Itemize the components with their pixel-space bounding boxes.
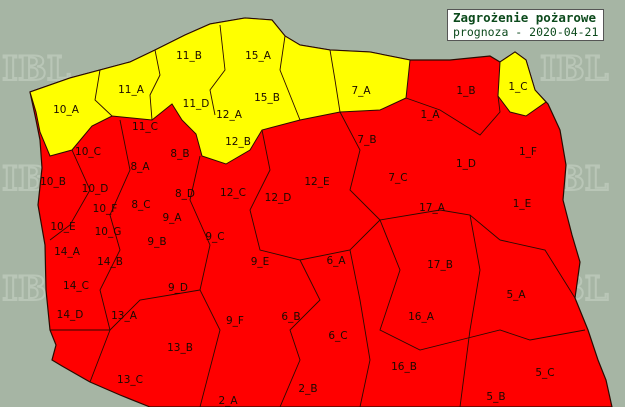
region-label-17-a: 17_A bbox=[419, 202, 446, 214]
region-label-6-c: 6_C bbox=[328, 330, 347, 342]
region-label-8-c: 8_C bbox=[131, 199, 150, 211]
region-label-9-b: 9_B bbox=[147, 236, 166, 248]
internal-borders bbox=[49, 24, 586, 407]
region-label-10-f: 10_F bbox=[93, 203, 118, 215]
region-label-9-d: 9_D bbox=[168, 282, 188, 294]
region-label-8-b: 8_B bbox=[170, 148, 189, 160]
region-label-14-d: 14_D bbox=[57, 309, 84, 321]
region-label-13-b: 13_B bbox=[167, 342, 193, 354]
region-label-1-f: 1_F bbox=[519, 146, 537, 158]
region-label-1-d: 1_D bbox=[456, 158, 476, 170]
region-label-11-d: 11_D bbox=[183, 98, 210, 110]
region-label-9-c: 9_C bbox=[205, 231, 224, 243]
region-label-10-b: 10_B bbox=[40, 176, 66, 188]
region-label-12-a: 12_A bbox=[216, 109, 243, 121]
svg-text:IBL: IBL bbox=[540, 49, 609, 89]
region-label-15-a: 15_A bbox=[245, 50, 272, 62]
region-label-9-f: 9_F bbox=[226, 315, 244, 327]
region-label-13-c: 13_C bbox=[117, 374, 143, 386]
region-label-9-a: 9_A bbox=[162, 212, 182, 224]
region-label-10-c: 10_C bbox=[75, 146, 101, 158]
region-label-16-b: 16_B bbox=[391, 361, 417, 373]
region-label-8-d: 8_D bbox=[175, 188, 195, 200]
legend-box: Zagrożenie pożarowe prognoza - 2020-04-2… bbox=[447, 9, 605, 41]
region-label-10-a: 10_A bbox=[53, 104, 80, 116]
region-label-8-a: 8_A bbox=[130, 161, 150, 173]
region-label-12-e: 12_E bbox=[304, 176, 329, 188]
region-label-15-b: 15_B bbox=[254, 92, 280, 104]
region-label-11-b: 11_B bbox=[176, 50, 202, 62]
region-label-13-a: 13_A bbox=[111, 310, 138, 322]
region-label-2-a: 2_A bbox=[218, 395, 238, 407]
region-label-10-e: 10_E bbox=[50, 221, 75, 233]
region-label-5-c: 5_C bbox=[535, 367, 554, 379]
region-label-14-c: 14_C bbox=[63, 280, 89, 292]
region-label-10-d: 10_D bbox=[82, 183, 109, 195]
region-label-2-b: 2_B bbox=[298, 383, 317, 395]
region-label-1-a: 1_A bbox=[420, 109, 440, 121]
region-label-6-b: 6_B bbox=[281, 311, 300, 323]
region-label-11-a: 11_A bbox=[118, 84, 145, 96]
region-label-1-e: 1_E bbox=[513, 198, 532, 210]
region-label-12-d: 12_D bbox=[265, 192, 292, 204]
region-label-1-c: 1_C bbox=[508, 81, 527, 93]
region-label-1-b: 1_B bbox=[456, 85, 475, 97]
region-label-7-a: 7_A bbox=[351, 85, 371, 97]
region-label-9-e: 9_E bbox=[251, 256, 270, 268]
region-1_C-area bbox=[497, 51, 547, 117]
region-label-14-a: 14_A bbox=[54, 246, 81, 258]
region-label-10-g: 10_G bbox=[95, 226, 122, 238]
region-label-6-a: 6_A bbox=[326, 255, 346, 267]
legend-subtitle: prognoza - 2020-04-21 bbox=[453, 25, 599, 39]
region-label-11-c: 11_C bbox=[132, 121, 158, 133]
region-label-17-b: 17_B bbox=[427, 259, 453, 271]
region-label-7-b: 7_B bbox=[357, 134, 376, 146]
region-label-16-a: 16_A bbox=[408, 311, 435, 323]
region-label-7-c: 7_C bbox=[388, 172, 407, 184]
region-labels: 1_A 1_B 1_C 1_D 1_E 1_F 2_A 2_B 5_A 5_B 5_C 6_A 6_B 6… bbox=[40, 50, 555, 407]
region-label-12-b: 12_B bbox=[225, 136, 251, 148]
legend-title: Zagrożenie pożarowe bbox=[453, 10, 596, 25]
region-label-5-a: 5_A bbox=[506, 289, 526, 301]
region-label-5-b: 5_B bbox=[486, 391, 505, 403]
region-label-12-c: 12_C bbox=[220, 187, 246, 199]
region-label-14-b: 14_B bbox=[97, 256, 123, 268]
